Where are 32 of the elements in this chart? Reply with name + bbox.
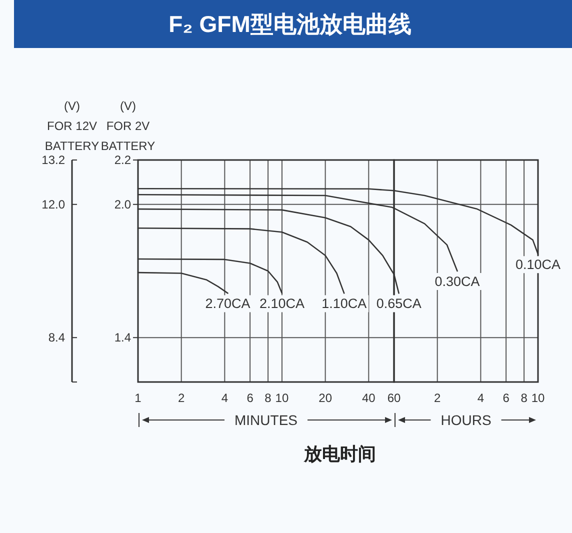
x-tick-label: 6: [502, 391, 510, 405]
x-tick-label: 2: [434, 391, 442, 405]
x-tick-label: 10: [531, 391, 545, 405]
series-label: 1.10CA: [322, 296, 367, 312]
chart-title: F₂ GFM型电池放电曲线: [168, 11, 412, 37]
y2-tick-label: 13.2: [42, 153, 66, 167]
x-tick-label: 8: [264, 391, 272, 405]
series-label: 2.10CA: [259, 296, 304, 312]
x-tick-label: 60: [387, 391, 402, 405]
y2-tick-label: 12.0: [42, 197, 66, 212]
text: HOURS: [440, 412, 492, 428]
series-label: 0.65CA: [376, 296, 422, 312]
y-tick-label: 2.0: [114, 197, 132, 212]
y2-axis-title: (V) FOR 12V BATTERY: [44, 99, 100, 153]
series-label: 0.30CA: [434, 274, 480, 289]
text: MINUTES: [234, 412, 298, 428]
x-tick-label: 10: [275, 391, 289, 405]
series-label: 2.70CA: [205, 296, 250, 312]
y2-tick-label: 8.4: [48, 330, 66, 345]
x-tick-label: 20: [318, 391, 332, 405]
y-tick-label: 1.4: [114, 330, 132, 345]
y-tick-label: 2.2: [114, 153, 132, 167]
series-label: 0.10CA: [515, 257, 561, 272]
x-tick-label: 8: [520, 391, 528, 405]
x-tick-label: 1: [134, 391, 142, 405]
x-tick-label: 4: [221, 391, 228, 405]
x-tick-label: 2: [178, 391, 185, 405]
y-axis-title: (V) FOR 2V BATTERY: [100, 99, 156, 153]
x-tick-label: 40: [362, 391, 376, 405]
x-axis-title: 放电时间: [303, 444, 376, 464]
x-tick-label: 6: [246, 391, 254, 405]
x-tick-label: 4: [477, 391, 484, 405]
